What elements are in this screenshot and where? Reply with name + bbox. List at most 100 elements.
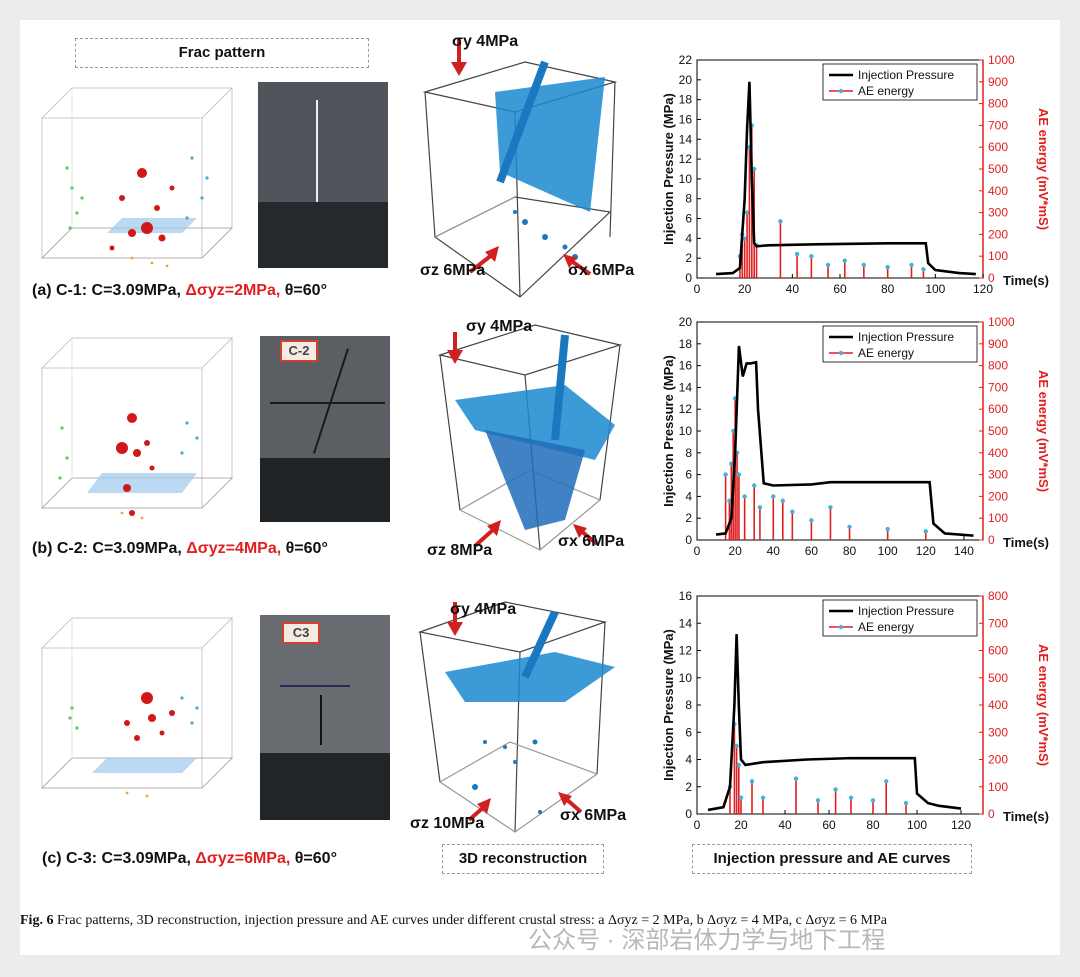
x-tick-label: 20 xyxy=(734,818,748,832)
x-axis-title: Time(s) xyxy=(1003,809,1049,824)
photo-tag-c2: C-2 xyxy=(280,340,318,362)
y-tick-label: 14 xyxy=(679,132,693,146)
y2-tick-label: 600 xyxy=(988,644,1008,658)
legend-pressure-label: Injection Pressure xyxy=(858,68,954,82)
header-frac-pattern: Frac pattern xyxy=(75,38,369,68)
legend-box xyxy=(822,63,978,101)
ae-marker xyxy=(736,472,742,477)
x-tick-label: 20 xyxy=(738,282,752,296)
ae-marker xyxy=(842,258,847,263)
reconstruction-c2 xyxy=(437,324,623,551)
ae-marker xyxy=(738,795,744,800)
y-tick-label: 14 xyxy=(679,380,693,394)
chart-c2: 0 20 40 60 80 100 120 1400246810121416182001002… xyxy=(661,315,1051,558)
ae-marker xyxy=(828,505,833,510)
legend-pressure-label: Injection Pressure xyxy=(858,330,954,344)
y-tick-label: 10 xyxy=(679,671,693,685)
y-tick-label: 22 xyxy=(679,53,693,67)
ae-marker xyxy=(723,472,728,477)
y2-tick-label: 0 xyxy=(988,533,995,547)
sigma-y-c2: σy 4MPa xyxy=(466,318,533,335)
ae-marker xyxy=(809,254,814,259)
y-tick-label: 6 xyxy=(685,212,692,226)
sigma-x-c1: σx 6MPa xyxy=(568,262,635,279)
ae-marker xyxy=(848,795,854,800)
y-tick-label: 14 xyxy=(679,616,693,630)
x-tick-label: 60 xyxy=(833,282,847,296)
y-tick-label: 4 xyxy=(685,753,692,767)
ae-marker xyxy=(757,505,763,510)
y-tick-label: 12 xyxy=(679,644,693,658)
label-pre: (a) C-1: C=3.09MPa, xyxy=(32,282,186,299)
ae-marker xyxy=(793,776,799,781)
caption-text: Frac patterns, 3D reconstruction, inject… xyxy=(53,913,887,928)
y-tick-label: 2 xyxy=(685,780,692,794)
y-axis-title: Injection Pressure (MPa) xyxy=(661,629,676,781)
sigma-x-c2: σx 6MPa xyxy=(558,533,625,550)
label-red: Δσyz=4MPa, xyxy=(186,540,282,557)
legend-pressure-label: Injection Pressure xyxy=(858,604,954,618)
y2-tick-label: 0 xyxy=(988,271,995,285)
ae-marker xyxy=(727,498,732,503)
y-tick-label: 16 xyxy=(679,112,693,126)
y-tick-label: 0 xyxy=(685,807,692,821)
ae-marker xyxy=(742,236,747,241)
photo-tag-c3: C3 xyxy=(282,622,320,644)
ae-marker xyxy=(847,524,852,530)
label-pre: (b) C-2: C=3.09MPa, xyxy=(32,540,187,557)
y2-tick-label: 0 xyxy=(988,807,995,821)
y-tick-label: 16 xyxy=(679,359,693,373)
x-tick-label: 80 xyxy=(866,818,880,832)
ae-marker xyxy=(752,483,757,488)
y-tick-label: 0 xyxy=(685,533,692,547)
caption-bold: Fig. 6 xyxy=(20,913,54,928)
sigma-y-c3: σy 4MPa xyxy=(450,601,517,618)
ae-marker xyxy=(923,529,928,534)
label-post: θ=60° xyxy=(281,540,328,557)
x-tick-label: 60 xyxy=(805,544,819,558)
header-curves: Injection pressure and AE curves xyxy=(692,844,972,874)
y2-tick-label: 500 xyxy=(988,162,1008,176)
y-tick-label: 12 xyxy=(679,152,693,166)
y2-tick-label: 1000 xyxy=(988,315,1015,329)
y-tick-label: 16 xyxy=(679,589,693,603)
y2-tick-label: 200 xyxy=(988,227,1008,241)
sigma-y-c1: σy 4MPa xyxy=(452,33,519,50)
x-tick-label: 120 xyxy=(916,544,936,558)
y2-tick-label: 100 xyxy=(988,780,1008,794)
y2-tick-label: 400 xyxy=(988,698,1008,712)
y2-tick-label: 500 xyxy=(988,424,1008,438)
ae-marker xyxy=(744,210,750,215)
ae-marker xyxy=(870,798,876,803)
y-tick-label: 2 xyxy=(685,511,692,525)
y2-tick-label: 300 xyxy=(988,206,1008,220)
ae-marker xyxy=(861,262,867,268)
y-tick-label: 4 xyxy=(685,231,692,245)
sigma-z-c2: σz 8MPa xyxy=(427,542,493,559)
x-tick-label: 100 xyxy=(907,818,927,832)
x-tick-label: 60 xyxy=(822,818,836,832)
label-red: Δσyz=2MPa, xyxy=(185,282,281,299)
legend-ae-marker xyxy=(838,624,844,630)
y2-axis-title: AE energy (mV*mS) xyxy=(1036,644,1051,766)
ae-marker xyxy=(742,494,747,499)
y2-axis-title: AE energy (mV*mS) xyxy=(1036,108,1051,230)
ae-marker xyxy=(794,251,800,257)
x-tick-label: 80 xyxy=(881,282,895,296)
x-axis-title: Time(s) xyxy=(1003,273,1049,288)
sigma-x-c3: σx 6MPa xyxy=(560,807,627,824)
legend-ae-label: AE energy xyxy=(858,620,914,634)
y-tick-label: 6 xyxy=(685,725,692,739)
y2-tick-label: 800 xyxy=(988,359,1008,373)
ae-marker xyxy=(885,526,890,532)
y-tick-label: 10 xyxy=(679,424,693,438)
y-tick-label: 6 xyxy=(685,468,692,482)
ae-marker xyxy=(825,262,831,268)
ae-marker xyxy=(736,762,741,768)
y-tick-label: 18 xyxy=(679,337,693,351)
row-label-c1: (a) C-1: C=3.09MPa, Δσyz=2MPa, θ=60° xyxy=(32,282,327,300)
y-tick-label: 8 xyxy=(685,446,692,460)
y2-tick-label: 500 xyxy=(988,671,1008,685)
y-tick-label: 12 xyxy=(679,402,693,416)
y2-tick-label: 700 xyxy=(988,616,1008,630)
